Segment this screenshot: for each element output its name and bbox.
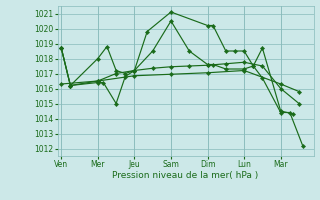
X-axis label: Pression niveau de la mer( hPa ): Pression niveau de la mer( hPa ) (112, 171, 259, 180)
